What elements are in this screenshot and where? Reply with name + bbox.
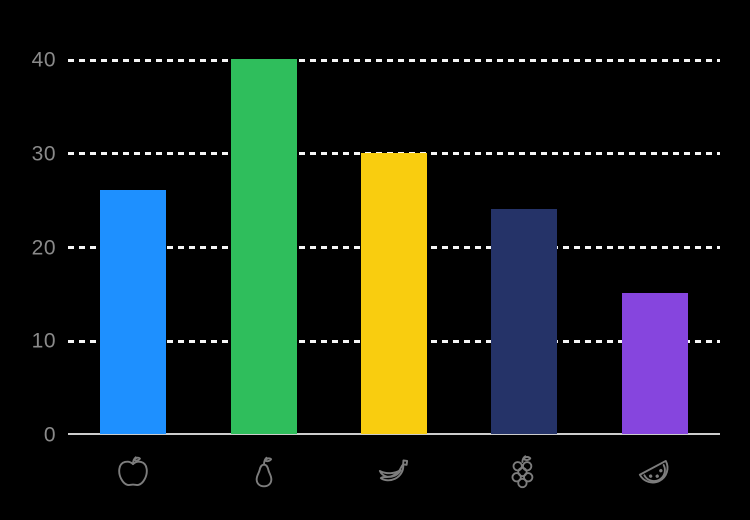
bar-grapes [491, 209, 558, 434]
bar-banana [361, 152, 428, 434]
bar-slot-grapes [459, 0, 589, 434]
y-tick-label-0: 0 [43, 423, 56, 447]
bar-pear [230, 59, 297, 434]
apple-icon [118, 456, 148, 486]
y-tick-label-10: 10 [31, 329, 56, 353]
x-label-pear [198, 448, 328, 496]
watermelon-icon [638, 459, 669, 484]
x-label-banana [329, 448, 459, 496]
x-label-apple [68, 448, 198, 496]
y-tick-label-20: 20 [31, 236, 56, 259]
x-axis-line [68, 433, 720, 435]
bar-slot-banana [329, 0, 459, 434]
pear-icon [255, 456, 272, 488]
plot-area [68, 0, 720, 435]
bar-apple [100, 190, 167, 434]
bar-slot-watermelon [590, 0, 720, 434]
banana-icon [378, 459, 409, 482]
grapes-icon [511, 455, 534, 489]
x-label-watermelon [590, 448, 720, 496]
y-tick-label-30: 30 [31, 142, 56, 166]
bar-slot-apple [68, 0, 198, 434]
x-label-grapes [459, 448, 589, 496]
bars-container [68, 0, 720, 434]
bar-watermelon [621, 293, 688, 434]
gridline-40 [68, 58, 720, 62]
x-axis-labels [68, 448, 720, 496]
bar-slot-pear [198, 0, 328, 434]
y-tick-label-40: 40 [31, 48, 56, 72]
